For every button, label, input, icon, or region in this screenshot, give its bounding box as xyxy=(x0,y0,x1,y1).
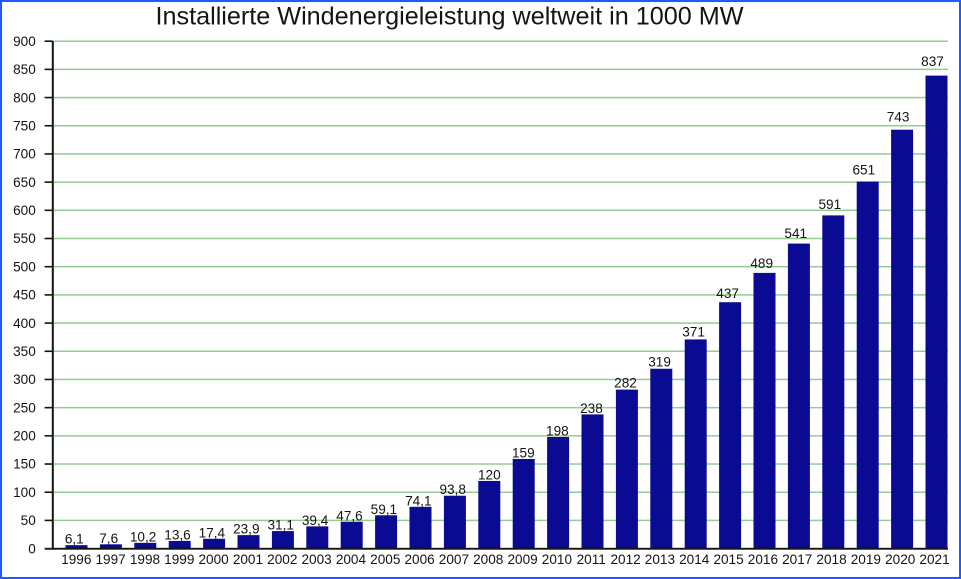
svg-text:2014: 2014 xyxy=(679,552,710,567)
svg-text:837: 837 xyxy=(921,54,944,69)
svg-text:31,1: 31,1 xyxy=(267,518,293,533)
svg-text:2012: 2012 xyxy=(610,552,640,567)
svg-text:120: 120 xyxy=(478,467,501,482)
svg-text:800: 800 xyxy=(13,90,36,105)
svg-text:150: 150 xyxy=(13,457,36,472)
svg-text:437: 437 xyxy=(716,286,739,301)
svg-text:2008: 2008 xyxy=(473,552,503,567)
svg-text:2016: 2016 xyxy=(748,552,778,567)
svg-text:0: 0 xyxy=(28,541,36,556)
svg-text:39,4: 39,4 xyxy=(302,513,329,528)
svg-text:2020: 2020 xyxy=(885,552,916,567)
svg-text:2019: 2019 xyxy=(851,552,881,567)
svg-text:2010: 2010 xyxy=(542,552,573,567)
svg-text:2006: 2006 xyxy=(404,552,434,567)
svg-text:2015: 2015 xyxy=(713,552,743,567)
svg-text:250: 250 xyxy=(13,400,36,415)
svg-text:159: 159 xyxy=(512,445,535,460)
svg-text:93,8: 93,8 xyxy=(439,482,465,497)
svg-text:600: 600 xyxy=(13,203,36,218)
svg-text:198: 198 xyxy=(546,423,569,438)
svg-text:750: 750 xyxy=(13,118,36,133)
svg-text:850: 850 xyxy=(13,62,36,77)
svg-text:371: 371 xyxy=(682,324,705,339)
svg-text:Installierte Windenergieleistu: Installierte Windenergieleistung weltwei… xyxy=(156,2,744,30)
svg-text:651: 651 xyxy=(853,163,876,178)
svg-text:541: 541 xyxy=(784,226,807,241)
svg-text:10,2: 10,2 xyxy=(130,529,156,544)
svg-text:2005: 2005 xyxy=(370,552,400,567)
svg-text:1998: 1998 xyxy=(130,552,160,567)
svg-text:300: 300 xyxy=(13,372,36,387)
svg-text:6,1: 6,1 xyxy=(65,532,84,547)
svg-text:2000: 2000 xyxy=(198,552,229,567)
svg-text:2011: 2011 xyxy=(577,552,606,567)
svg-text:550: 550 xyxy=(13,231,36,246)
svg-text:1999: 1999 xyxy=(164,552,194,567)
svg-text:50: 50 xyxy=(21,513,37,528)
svg-text:1997: 1997 xyxy=(96,552,126,567)
svg-text:2009: 2009 xyxy=(507,552,537,567)
svg-text:23,9: 23,9 xyxy=(233,522,259,537)
svg-text:350: 350 xyxy=(13,344,36,359)
svg-text:200: 200 xyxy=(13,429,36,444)
svg-text:100: 100 xyxy=(13,485,36,500)
svg-text:2013: 2013 xyxy=(645,552,675,567)
svg-text:2004: 2004 xyxy=(336,552,367,567)
svg-text:2018: 2018 xyxy=(816,552,846,567)
svg-text:74,1: 74,1 xyxy=(405,493,431,508)
svg-text:2007: 2007 xyxy=(439,552,469,567)
svg-text:47,6: 47,6 xyxy=(336,508,362,523)
svg-text:319: 319 xyxy=(648,354,671,369)
svg-text:700: 700 xyxy=(13,147,36,162)
svg-text:2002: 2002 xyxy=(267,552,297,567)
svg-text:500: 500 xyxy=(13,259,36,274)
svg-text:400: 400 xyxy=(13,316,36,331)
svg-text:1996: 1996 xyxy=(61,552,91,567)
svg-text:282: 282 xyxy=(614,376,637,391)
svg-text:650: 650 xyxy=(13,175,36,190)
svg-text:7,6: 7,6 xyxy=(99,531,118,546)
svg-text:489: 489 xyxy=(750,256,773,271)
svg-text:900: 900 xyxy=(13,34,36,49)
svg-text:2003: 2003 xyxy=(301,552,331,567)
svg-text:450: 450 xyxy=(13,288,36,303)
svg-text:591: 591 xyxy=(818,197,841,212)
svg-text:2017: 2017 xyxy=(782,552,812,567)
svg-text:13,6: 13,6 xyxy=(164,527,190,542)
svg-text:59,1: 59,1 xyxy=(371,502,397,517)
svg-text:2001: 2001 xyxy=(233,552,263,567)
svg-text:238: 238 xyxy=(580,401,603,416)
svg-text:17,4: 17,4 xyxy=(199,525,226,540)
svg-text:743: 743 xyxy=(887,109,910,124)
svg-text:2021: 2021 xyxy=(919,552,949,567)
